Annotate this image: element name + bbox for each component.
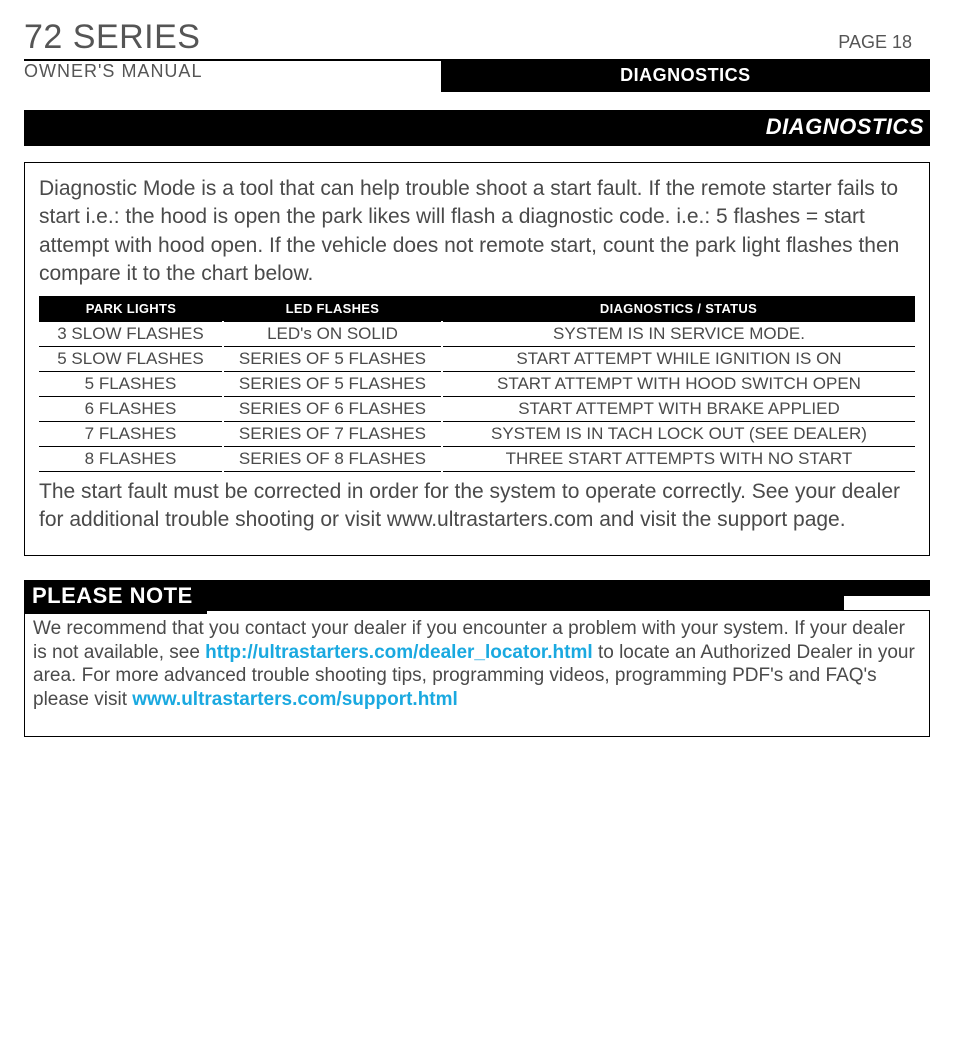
th-park-lights: PARK LIGHTS [39, 296, 223, 322]
outro-paragraph: The start fault must be corrected in ord… [39, 478, 915, 533]
intro-paragraph: Diagnostic Mode is a tool that can help … [39, 175, 915, 288]
section-title-bar: DIAGNOSTICS [24, 110, 930, 146]
note-section: PLEASE NOTE We recommend that you contac… [24, 580, 930, 737]
cell: START ATTEMPT WITH BRAKE APPLIED [442, 397, 915, 422]
table-row: 8 FLASHES SERIES OF 8 FLASHES THREE STAR… [39, 447, 915, 472]
header-row: 72 SERIES PAGE 18 [24, 18, 930, 61]
cell: 6 FLASHES [39, 397, 223, 422]
table-row: 7 FLASHES SERIES OF 7 FLASHES SYSTEM IS … [39, 422, 915, 447]
header-tab: DIAGNOSTICS [441, 61, 930, 92]
cell: START ATTEMPT WITH HOOD SWITCH OPEN [442, 372, 915, 397]
cell: SERIES OF 5 FLASHES [223, 372, 442, 397]
cell: SYSTEM IS IN SERVICE MODE. [442, 322, 915, 347]
th-status: DIAGNOSTICS / STATUS [442, 296, 915, 322]
doc-subtitle: OWNER'S MANUAL [24, 61, 441, 82]
cell: 8 FLASHES [39, 447, 223, 472]
note-box: We recommend that you contact your deale… [24, 610, 930, 737]
cell: START ATTEMPT WHILE IGNITION IS ON [442, 347, 915, 372]
th-led-flashes: LED FLASHES [223, 296, 442, 322]
table-row: 6 FLASHES SERIES OF 6 FLASHES START ATTE… [39, 397, 915, 422]
dealer-locator-link[interactable]: http://ultrastarters.com/dealer_locator.… [205, 642, 593, 663]
support-link[interactable]: www.ultrastarters.com/support.html [132, 689, 458, 710]
diagnostics-box: Diagnostic Mode is a tool that can help … [24, 162, 930, 556]
diagnostics-table: PARK LIGHTS LED FLASHES DIAGNOSTICS / ST… [39, 296, 915, 472]
cell: 7 FLASHES [39, 422, 223, 447]
cell: SERIES OF 7 FLASHES [223, 422, 442, 447]
table-row: 5 SLOW FLASHES SERIES OF 5 FLASHES START… [39, 347, 915, 372]
table-row: 3 SLOW FLASHES LED's ON SOLID SYSTEM IS … [39, 322, 915, 347]
cell: 3 SLOW FLASHES [39, 322, 223, 347]
note-heading: PLEASE NOTE [24, 580, 207, 614]
doc-title: 72 SERIES [24, 18, 200, 57]
table-row: 5 FLASHES SERIES OF 5 FLASHES START ATTE… [39, 372, 915, 397]
cell: LED's ON SOLID [223, 322, 442, 347]
sub-row: OWNER'S MANUAL DIAGNOSTICS [24, 61, 930, 92]
cell: SYSTEM IS IN TACH LOCK OUT (SEE DEALER) [442, 422, 915, 447]
cell: THREE START ATTEMPTS WITH NO START [442, 447, 915, 472]
cell: 5 FLASHES [39, 372, 223, 397]
note-heading-bar: PLEASE NOTE [24, 580, 930, 610]
page-number: PAGE 18 [838, 32, 912, 53]
table-header-row: PARK LIGHTS LED FLASHES DIAGNOSTICS / ST… [39, 296, 915, 322]
cell: SERIES OF 6 FLASHES [223, 397, 442, 422]
cell: SERIES OF 5 FLASHES [223, 347, 442, 372]
cell: 5 SLOW FLASHES [39, 347, 223, 372]
cell: SERIES OF 8 FLASHES [223, 447, 442, 472]
